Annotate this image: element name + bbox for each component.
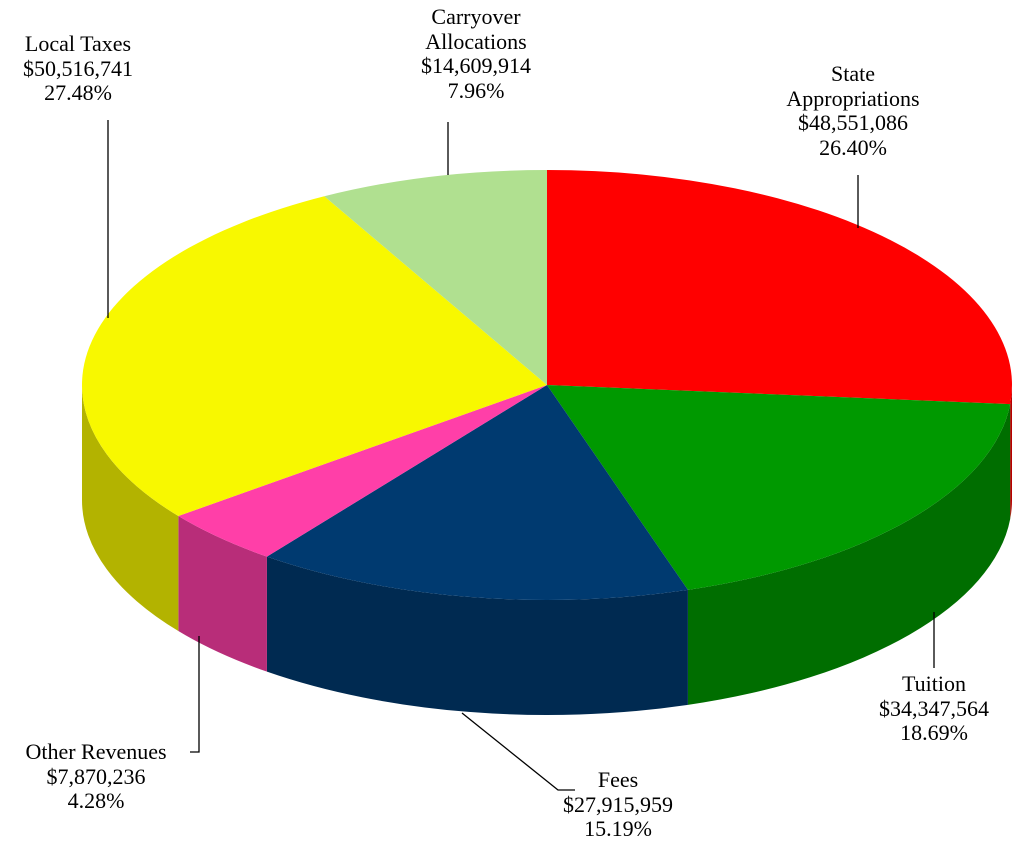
value-label: $50,516,741 bbox=[23, 55, 133, 81]
slice-top bbox=[82, 196, 547, 517]
slice-side bbox=[82, 385, 179, 632]
value-label: $14,609,914 bbox=[421, 53, 531, 78]
data-label: Other Revenues $7,870,236 4.28% bbox=[0, 739, 206, 814]
category-label: Local Taxes bbox=[24, 31, 132, 56]
value-label: $7,870,236 bbox=[46, 763, 146, 789]
leader-line bbox=[461, 712, 575, 791]
sides bbox=[82, 385, 1012, 716]
slice-top bbox=[266, 385, 688, 601]
slice-top bbox=[324, 170, 547, 385]
category-label: Other Revenues bbox=[25, 739, 167, 764]
value-label: $34,347,564 bbox=[879, 695, 989, 721]
slice-top bbox=[178, 385, 547, 557]
slice-side bbox=[266, 556, 688, 716]
percent-label: 4.28% bbox=[67, 788, 125, 813]
category-label: Carryover Allocations bbox=[425, 4, 527, 54]
slice bbox=[547, 170, 1013, 405]
value-label: $48,551,086 bbox=[798, 110, 908, 135]
category-label: State Appropriations bbox=[786, 61, 920, 111]
percent-label: 26.40% bbox=[819, 134, 887, 160]
slice bbox=[266, 385, 688, 601]
slice-side bbox=[687, 404, 1011, 705]
data-label: Fees $27,915,959 15.19% bbox=[508, 767, 728, 842]
value-label: $27,915,959 bbox=[563, 791, 673, 817]
slices bbox=[82, 170, 1013, 716]
percent-label: 15.19% bbox=[584, 816, 652, 841]
data-label: Tuition $34,347,564 18.69% bbox=[824, 671, 1024, 746]
slice bbox=[324, 170, 547, 385]
percent-label: 7.96% bbox=[447, 77, 505, 103]
slice bbox=[178, 385, 547, 557]
slice-top bbox=[547, 385, 1011, 590]
slice bbox=[547, 385, 1011, 590]
data-label: State Appropriations $48,551,086 26.40% bbox=[778, 61, 928, 160]
data-label: Local Taxes $50,516,741 27.48% bbox=[0, 31, 188, 106]
percent-label: 27.48% bbox=[44, 80, 112, 105]
slice-side bbox=[178, 516, 267, 672]
percent-label: 18.69% bbox=[900, 720, 968, 745]
slice bbox=[82, 196, 547, 517]
leader-line bbox=[190, 636, 200, 753]
data-label: Carryover Allocations $14,609,914 7.96% bbox=[401, 4, 551, 103]
slice-top bbox=[547, 170, 1013, 405]
slice-side bbox=[1010, 385, 1012, 520]
category-label: Tuition bbox=[901, 671, 966, 696]
category-label: Fees bbox=[597, 767, 639, 792]
